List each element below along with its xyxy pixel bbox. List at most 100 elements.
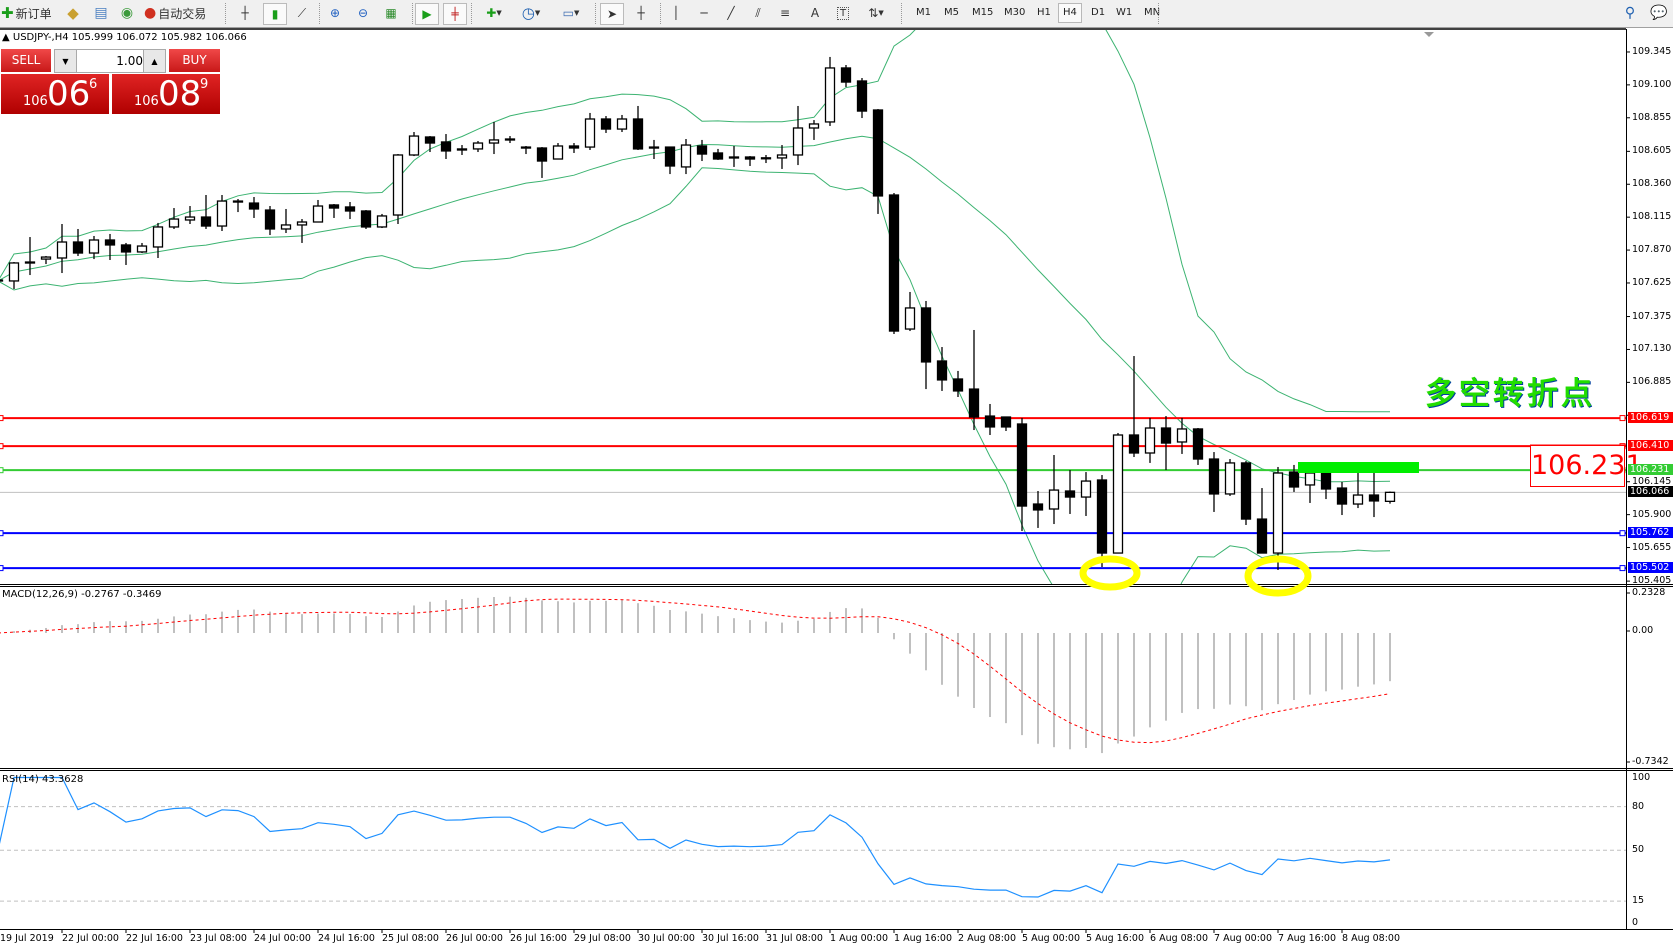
indicators-icon[interactable]: ✚ ▼ [486,6,502,20]
price-tick: 107.625 [1632,276,1672,288]
candle-bear [456,148,468,151]
line-chart-icon[interactable]: ⟋ [297,5,307,20]
fibo-fan-icon[interactable]: ≡ [779,6,791,20]
data-window-icon[interactable]: ▤ [94,5,108,21]
candle-bull [312,205,324,223]
candle-bear [0,279,4,282]
candle-bull [40,256,52,260]
timeframe-mn[interactable]: MN [1144,7,1161,18]
candle-bull [904,307,916,330]
price-tick: 108.360 [1632,178,1672,190]
line-anchor [1619,565,1626,572]
candle-bull [792,127,804,156]
horizontal-line-icon[interactable]: ─ [700,6,708,20]
search-icon[interactable]: ⚲ [1624,5,1636,21]
candle-bull [472,142,484,150]
zoom-in-icon[interactable]: ⊕ [329,6,341,20]
arrows-icon[interactable]: ⇅ ▼ [868,6,884,20]
candle-bear [712,152,724,160]
timeframe-h1[interactable]: H1 [1037,7,1051,18]
timeframe-m15[interactable]: M15 [972,7,994,18]
candle-bear [1000,416,1012,428]
new-order-label: 新订单 [15,6,52,21]
time-label: 7 Aug 16:00 [1278,933,1337,944]
sell-price-prefix: 106 [23,94,48,109]
buy-price-fraction: 9 [200,77,209,92]
candle-bull [1144,427,1156,454]
candle-bear [328,204,340,209]
candle-bear [600,118,612,130]
market-watch-icon[interactable]: ◆ [67,4,79,22]
candle-bull [296,221,308,226]
timeframe-m5[interactable]: M5 [944,7,959,18]
buy-price-pips: 08 [158,74,202,114]
sell-price-button[interactable]: 106 06 6 [1,74,109,114]
tile-windows-icon[interactable]: ▦ [385,6,397,20]
level-price-box: 106.410 [1628,440,1673,452]
line-anchor [0,530,4,537]
candlestick-icon[interactable]: ▮ [263,3,287,25]
vertical-line-icon[interactable]: │ [672,6,680,20]
price-label-object[interactable]: 106.231 [1530,445,1643,487]
rsi-tick: 50 [1632,844,1645,856]
zoom-out-icon[interactable]: ⊖ [357,6,369,20]
sell-price-fraction: 6 [89,77,98,92]
candle-bear [1096,479,1108,554]
periods-icon[interactable]: ◷ ▼ [521,4,541,22]
rsi-label: RSI(14) 43.3628 [2,774,84,785]
timeframe-m1[interactable]: M1 [916,7,931,18]
auto-trading-button[interactable]: ● 自动交易 [144,3,206,23]
timeframe-d1[interactable]: D1 [1091,7,1106,18]
candle-bull [776,154,788,159]
text-label-button[interactable]: T [832,3,854,23]
candle-bear [424,136,436,144]
auto-trading-label: 自动交易 [158,6,207,21]
chart-header: ▲ USDJPY-,H4 105.999 106.072 105.982 106… [2,32,247,43]
candle-bear [344,206,356,212]
candle-bull [408,135,420,156]
new-order-button[interactable]: ✚ 新订单 [1,3,52,23]
trendline-icon[interactable]: ╱ [727,6,735,20]
annotation-text[interactable]: 多空转折点 [1425,376,1595,412]
auto-scroll-icon[interactable]: ▶ [415,3,439,25]
candle-bear [504,138,516,141]
fibo-icon[interactable]: ⫽ [755,5,761,20]
bid-price-box: 106.066 [1628,486,1673,498]
candle-bear [1320,472,1332,490]
buy-price-button[interactable]: 106 08 9 [112,74,220,114]
price-tick: 106.145 [1632,475,1672,487]
time-label: 31 Jul 08:00 [766,933,823,944]
price-tick: 106.885 [1632,376,1672,388]
timeframe-h4[interactable]: H4 [1058,3,1082,23]
macd-tick: 0.2328 [1632,587,1666,598]
sell-button[interactable]: SELL [1,49,51,73]
timeframe-w1[interactable]: W1 [1116,7,1133,18]
lot-size-input[interactable]: 1.00 [76,49,146,73]
rsi-tick: 15 [1632,895,1645,907]
text-tool-button[interactable]: A [804,3,826,23]
crosshair-icon[interactable]: ┼ [637,6,645,20]
candle-bear [1240,462,1252,520]
templates-icon[interactable]: ▭ ▼ [562,6,580,20]
rsi-tick: 80 [1632,800,1645,812]
candle-bear [1336,487,1348,505]
chat-icon[interactable]: 💬 [1650,5,1668,21]
time-label: 1 Aug 00:00 [830,933,889,944]
bollinger-upper [0,30,1391,413]
price-tick: 109.345 [1632,45,1672,57]
buy-button[interactable]: BUY [169,49,220,73]
timeframe-m30[interactable]: M30 [1004,7,1026,18]
time-label: 19 Jul 2019 [0,933,54,944]
candle-bear [632,118,644,150]
lot-decrease-button[interactable]: ▼ [54,49,77,73]
line-anchor [0,565,4,572]
lot-increase-button[interactable]: ▲ [143,49,166,73]
candle-bull [280,224,292,230]
candle-bear [1208,458,1220,495]
cursor-icon[interactable]: ➤ [600,3,624,25]
chart-shift-icon[interactable]: ╪ [443,3,467,25]
candle-bull [1224,462,1236,495]
navigator-icon[interactable]: ◉ [120,5,134,21]
bar-chart-icon[interactable]: ┼ [241,6,249,20]
